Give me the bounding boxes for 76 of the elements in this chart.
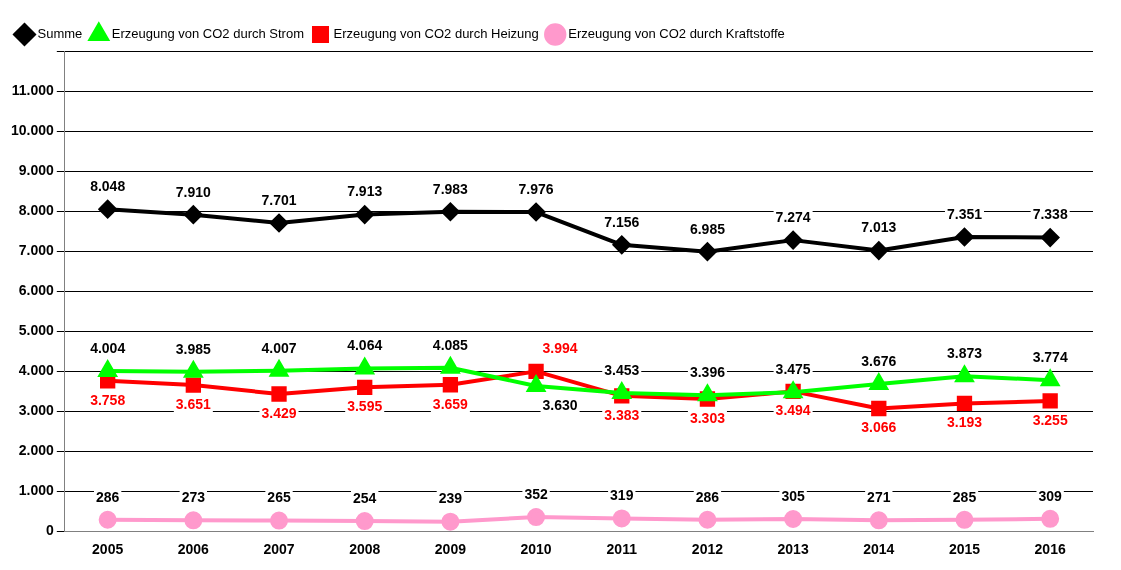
data-label: 286 (95, 488, 120, 505)
data-label: 271 (867, 489, 891, 506)
y-tick-label: 3.000 (18, 402, 55, 419)
data-label: 7.274 (775, 208, 811, 225)
legend-label: Erzeugung von CO2 durch Kraftstoffe (568, 26, 785, 42)
x-tick-label: 2013 (777, 541, 809, 558)
data-label: 4.064 (347, 337, 383, 354)
legend-label: Summe (37, 26, 83, 42)
data-label: 3.429 (261, 404, 297, 421)
legend-label: Erzeugung von CO2 durch Heizung (333, 26, 539, 42)
data-label: 286 (695, 488, 720, 505)
y-tick-label: 5.000 (18, 321, 55, 338)
data-label: 3.676 (861, 352, 897, 369)
data-label: 3.396 (689, 364, 726, 381)
x-tick-label: 2011 (606, 541, 638, 558)
x-tick-label: 2010 (520, 541, 552, 558)
data-label: 265 (267, 489, 291, 506)
data-label: 7.983 (432, 180, 469, 197)
y-tick-label: 0 (46, 522, 55, 539)
data-label: 7.976 (518, 180, 554, 197)
y-tick-label: 11.000 (11, 81, 55, 98)
data-label: 285 (952, 488, 977, 505)
data-label: 7.351 (946, 205, 983, 222)
data-label: 305 (781, 487, 806, 504)
x-tick-label: 2007 (263, 541, 295, 558)
data-label: 3.193 (946, 414, 983, 431)
data-label: 7.156 (604, 213, 640, 230)
x-tick-label: 2006 (177, 541, 210, 558)
data-label: 3.985 (175, 340, 212, 357)
data-label: 8.048 (90, 178, 126, 195)
y-tick-label: 8.000 (18, 201, 55, 218)
x-tick-label: 2016 (1034, 541, 1066, 558)
data-label: 6.985 (689, 220, 726, 237)
data-label: 7.701 (261, 191, 297, 208)
data-label: 3.630 (542, 396, 578, 413)
data-label: 7.910 (175, 183, 212, 200)
data-label: 3.659 (432, 395, 469, 412)
data-label: 352 (524, 485, 548, 502)
data-label: 3.255 (1032, 411, 1068, 428)
x-tick-label: 2012 (691, 541, 724, 558)
x-tick-label: 2014 (863, 541, 895, 558)
x-tick-label: 2009 (434, 541, 467, 558)
data-label: 3.994 (542, 340, 578, 357)
data-label: 3.303 (689, 409, 726, 426)
data-label: 319 (610, 487, 634, 504)
x-tick-label: 2015 (948, 541, 981, 558)
data-label: 273 (181, 489, 206, 506)
data-label: 7.338 (1032, 206, 1068, 223)
data-label: 239 (438, 490, 463, 507)
data-label: 3.873 (946, 345, 983, 362)
data-label: 3.475 (775, 361, 811, 377)
data-label: 3.494 (775, 402, 811, 419)
y-tick-label: 6.000 (18, 281, 55, 298)
data-label: 7.913 (347, 183, 383, 200)
y-tick-label: 4.000 (18, 361, 55, 378)
x-tick-label: 2008 (349, 541, 381, 558)
data-label: 254 (353, 489, 377, 506)
data-label: 7.013 (861, 219, 897, 236)
data-label: 3.595 (347, 398, 383, 415)
data-label: 4.007 (261, 339, 297, 356)
data-label: 3.758 (90, 391, 126, 408)
data-label: 4.085 (432, 336, 469, 353)
y-tick-label: 10.000 (10, 121, 55, 138)
y-tick-label: 9.000 (18, 161, 55, 178)
data-label: 309 (1038, 487, 1063, 504)
y-tick-label: 1.000 (18, 482, 55, 499)
data-label: 3.066 (861, 419, 897, 436)
data-label: 3.774 (1032, 349, 1068, 366)
y-tick-label: 2.000 (18, 442, 55, 459)
data-label: 3.383 (604, 406, 640, 423)
legend-label: Erzeugung von CO2 durch Strom (111, 26, 305, 42)
y-tick-label: 7.000 (18, 241, 55, 258)
x-tick-label: 2005 (92, 541, 124, 558)
data-label: 3.453 (604, 361, 640, 378)
data-label: 4.004 (90, 339, 126, 356)
data-label: 3.651 (175, 395, 212, 412)
